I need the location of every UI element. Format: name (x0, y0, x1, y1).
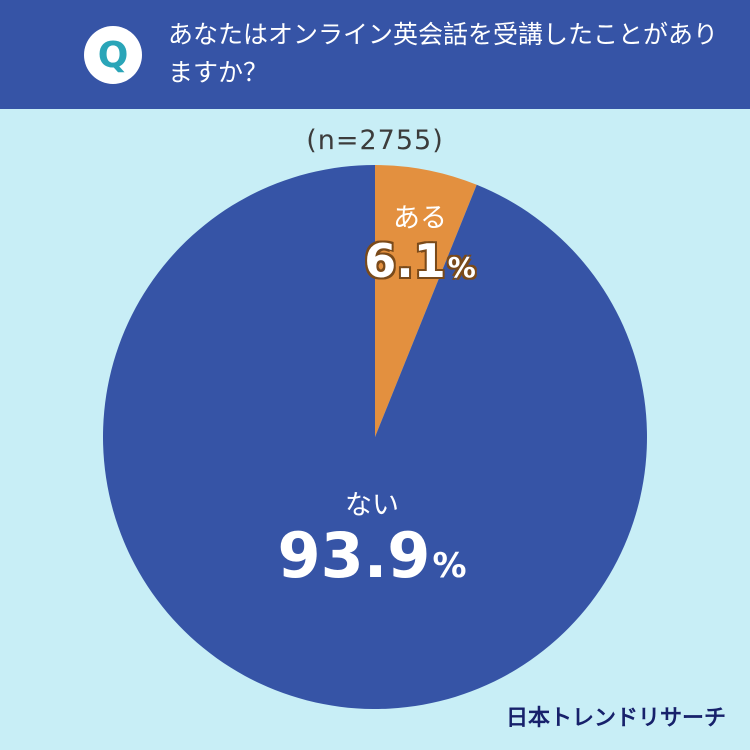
percent-sign-nai: % (432, 546, 467, 586)
brand-credit: 日本トレンドリサーチ (505, 706, 726, 731)
q-icon: Q (97, 34, 129, 76)
slice-number-aru: 6.1 (364, 234, 446, 288)
slice-number-nai: 93.9 (277, 519, 431, 592)
question-badge: Q (84, 26, 142, 84)
slice-name-nai: ない (345, 490, 399, 521)
slice-label-nai: ない 93.9% (277, 490, 466, 600)
slice-name-aru: ある (393, 203, 447, 234)
question-text: あなたはオンライン英会話を受講したことがありますか？ (168, 20, 719, 87)
percent-sign-aru: % (447, 251, 476, 284)
slice-value-aru: 6.1% (364, 235, 476, 294)
slice-label-aru: ある 6.1% (364, 203, 476, 294)
pie-slice-nai (102, 165, 647, 710)
question-header: Q あなたはオンライン英会話を受講したことがありますか？ (0, 0, 750, 109)
pie-slice-aru (375, 165, 477, 437)
slice-value-nai: 93.9% (277, 522, 466, 600)
sample-size: (n=2755) (306, 125, 444, 156)
